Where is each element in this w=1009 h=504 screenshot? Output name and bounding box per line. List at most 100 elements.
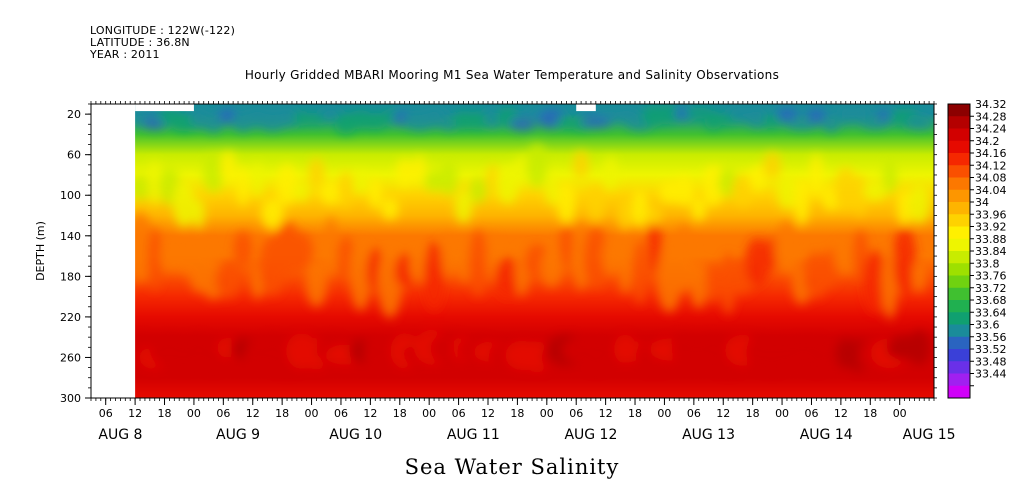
colorbar-swatch bbox=[948, 263, 970, 276]
x-hour-tick-label: 00 bbox=[893, 407, 907, 420]
upper-cell bbox=[908, 184, 930, 224]
y-tick-label: 260 bbox=[60, 351, 81, 364]
mid-depth-cell bbox=[456, 234, 471, 284]
colorbar-level-label: 33.44 bbox=[975, 368, 1007, 381]
colorbar-swatch bbox=[948, 128, 970, 142]
colorbar-level-label: 33.64 bbox=[975, 306, 1007, 319]
upper-cell bbox=[794, 177, 810, 226]
mid-depth-cell bbox=[647, 217, 662, 275]
colorbar-level-label: 33.6 bbox=[975, 319, 1000, 332]
mid-depth-cell bbox=[774, 221, 800, 274]
upper-cell bbox=[454, 189, 473, 224]
colorbar-swatch bbox=[948, 324, 970, 338]
upper-cell bbox=[882, 158, 897, 194]
surface-cell bbox=[850, 104, 871, 123]
colorbar-level-label: 33.96 bbox=[975, 208, 1007, 221]
x-hour-tick-label: 06 bbox=[216, 407, 230, 420]
colorbar: 34.3234.2834.2434.234.1634.1234.0834.043… bbox=[947, 98, 1007, 399]
x-hour-tick-label: 18 bbox=[510, 407, 524, 420]
x-day-label: AUG 11 bbox=[447, 427, 500, 443]
upper-cell bbox=[424, 169, 444, 192]
x-hour-tick-label: 12 bbox=[834, 407, 848, 420]
colorbar-level-label: 34.12 bbox=[975, 159, 1007, 172]
colorbar-swatch bbox=[948, 336, 970, 350]
mid-depth-cell bbox=[423, 242, 445, 311]
surface-cell bbox=[509, 117, 536, 131]
axes: 06 12 18 00 06 12 18 00 06 12 18 00 06 12 18 00 06 12 18 00… bbox=[34, 101, 956, 443]
x-day-label: AUG 13 bbox=[682, 427, 735, 443]
surface-cell bbox=[660, 104, 679, 124]
surface-cell bbox=[271, 108, 303, 127]
upper-cell bbox=[439, 160, 458, 196]
colorbar-level-label: 34.16 bbox=[975, 147, 1007, 160]
missing-data-layer bbox=[91, 104, 596, 398]
x-day-label: AUG 12 bbox=[564, 427, 617, 443]
surface-cell bbox=[468, 111, 488, 130]
x-hour-tick-label: 06 bbox=[569, 407, 583, 420]
upper-cell bbox=[809, 153, 823, 199]
upper-cell bbox=[631, 189, 649, 229]
y-tick-label: 180 bbox=[60, 270, 81, 283]
x-hour-tick-label: 18 bbox=[393, 407, 407, 420]
upper-cell bbox=[368, 178, 383, 210]
upper-cell bbox=[702, 165, 725, 207]
colorbar-level-label: 33.88 bbox=[975, 233, 1007, 246]
upper-cell bbox=[732, 174, 754, 207]
colorbar-swatch bbox=[948, 202, 970, 215]
upper-cell bbox=[395, 158, 414, 188]
colorbar-swatch bbox=[948, 312, 970, 325]
surface-cell bbox=[806, 109, 826, 124]
surface-cell bbox=[836, 104, 855, 124]
x-hour-tick-label: 06 bbox=[687, 407, 701, 420]
upper-cell bbox=[602, 156, 619, 191]
colorbar-level-label: 34.28 bbox=[975, 110, 1007, 123]
colorbar-swatch bbox=[948, 165, 970, 178]
colorbar-level-label: 34.24 bbox=[975, 123, 1007, 136]
x-hour-tick-label: 18 bbox=[158, 407, 172, 420]
upper-cell bbox=[526, 143, 548, 188]
surface-cell bbox=[775, 108, 798, 122]
chart-title: Hourly Gridded MBARI Mooring M1 Sea Wate… bbox=[244, 68, 780, 82]
mid-depth-cell bbox=[912, 260, 927, 293]
mid-depth-cell bbox=[706, 263, 721, 303]
missing-data-region bbox=[135, 104, 194, 112]
upper-cell bbox=[261, 198, 284, 230]
mid-depth-cell bbox=[583, 226, 609, 289]
upper-cell bbox=[412, 155, 426, 185]
x-hour-tick-label: 00 bbox=[657, 407, 671, 420]
x-hour-tick-label: 00 bbox=[775, 407, 789, 420]
x-hour-tick-label: 12 bbox=[363, 407, 377, 420]
x-hour-tick-label: 00 bbox=[540, 407, 554, 420]
upper-cell bbox=[486, 164, 500, 199]
colorbar-swatch bbox=[948, 177, 970, 191]
mid-depth-cell bbox=[803, 252, 830, 299]
mid-depth-cell bbox=[215, 260, 241, 299]
upper-cell bbox=[236, 165, 249, 207]
upper-cell bbox=[616, 196, 634, 231]
variable-title: Sea Water Salinity bbox=[404, 455, 620, 479]
x-day-label: AUG 8 bbox=[98, 427, 142, 443]
x-hour-tick-label: 12 bbox=[246, 407, 260, 420]
mid-depth-cell bbox=[305, 258, 328, 307]
longitude-label: LONGITUDE : 122W(-122) bbox=[90, 24, 236, 37]
colorbar-level-label: 33.68 bbox=[975, 294, 1007, 307]
y-tick-label: 100 bbox=[60, 189, 81, 202]
surface-cell bbox=[190, 106, 208, 129]
y-axis-title: DEPTH (m) bbox=[34, 221, 47, 281]
mid-depth-cell bbox=[618, 238, 632, 295]
mid-depth-cell bbox=[349, 239, 372, 311]
upper-cell bbox=[308, 158, 325, 190]
y-tick-label: 20 bbox=[67, 108, 81, 121]
mid-depth-cell bbox=[290, 232, 314, 272]
colorbar-level-label: 34 bbox=[975, 196, 989, 209]
mid-depth-cell bbox=[441, 233, 456, 279]
x-hour-tick-label: 18 bbox=[628, 407, 642, 420]
colorbar-level-label: 33.92 bbox=[975, 221, 1007, 234]
colorbar-level-label: 33.48 bbox=[975, 355, 1007, 368]
mid-depth-cell bbox=[674, 224, 694, 293]
surface-cell bbox=[786, 118, 817, 130]
colorbar-swatch bbox=[948, 238, 970, 252]
x-day-label: AUG 15 bbox=[903, 427, 956, 443]
mid-depth-cell bbox=[468, 230, 488, 297]
upper-cell bbox=[251, 161, 264, 199]
